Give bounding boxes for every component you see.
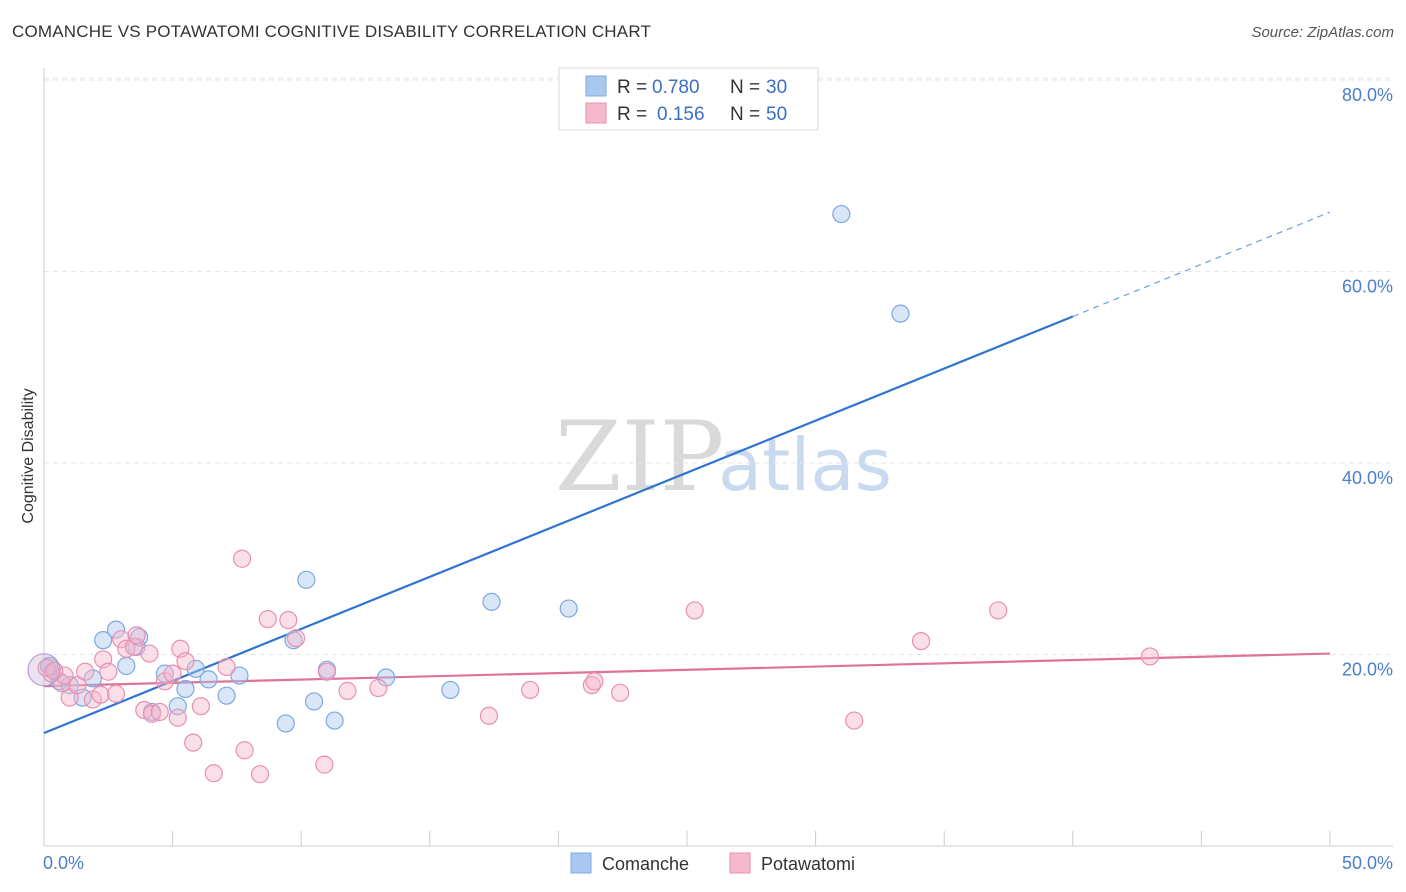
point-potawatomi-39 xyxy=(521,680,540,700)
point-potawatomi-35 xyxy=(317,662,337,681)
point-comanche-28 xyxy=(832,204,851,224)
point-comanche-9 xyxy=(130,628,149,647)
point-comanche-19 xyxy=(284,631,303,650)
y-tick-label-40: 40.0% xyxy=(1342,468,1393,488)
point-comanche-11 xyxy=(155,664,174,683)
y-tick-labels: 20.0% 40.0% 60.0% 80.0% xyxy=(1342,85,1393,680)
point-comanche-14 xyxy=(186,659,205,678)
watermark-atlas: atlas xyxy=(718,423,892,507)
bottom-legend-label-potawatomi: Potawatomi xyxy=(761,854,855,874)
bottom-legend: Comanche Potawatomi xyxy=(570,852,855,874)
point-potawatomi-13 xyxy=(124,637,144,656)
point-comanche-17 xyxy=(230,666,249,685)
x-tick-label-max: 50.0% xyxy=(1342,853,1393,873)
y-tick-label-80: 80.0% xyxy=(1342,85,1393,105)
grid-lines xyxy=(44,77,1393,655)
point-comanche-16 xyxy=(217,686,236,705)
point-potawatomi-27 xyxy=(217,657,236,677)
point-potawatomi-16 xyxy=(140,644,159,663)
point-potawatomi-42 xyxy=(611,683,630,702)
data-points xyxy=(27,204,1160,784)
point-potawatomi-18 xyxy=(150,702,169,722)
y-tick-label-60: 60.0% xyxy=(1342,277,1393,297)
point-potawatomi-32 xyxy=(279,610,298,630)
point-comanche-29 xyxy=(891,304,910,323)
watermark-zip: ZIP xyxy=(555,401,724,513)
point-potawatomi-45 xyxy=(911,631,931,651)
point-cluster-origin xyxy=(27,653,61,687)
point-potawatomi-49 xyxy=(45,661,64,680)
point-comanche-6 xyxy=(106,620,126,639)
point-comanche-26 xyxy=(482,592,501,611)
point-potawatomi-31 xyxy=(258,609,277,629)
point-comanche-15 xyxy=(199,670,218,689)
point-potawatomi-26 xyxy=(204,764,223,783)
point-potawatomi-47 xyxy=(1140,647,1160,666)
point-potawatomi-33 xyxy=(286,629,306,648)
trend-line-potawatomi xyxy=(43,652,1331,688)
axes xyxy=(43,68,1393,847)
point-potawatomi-44 xyxy=(845,711,864,730)
point-potawatomi-20 xyxy=(163,664,182,683)
legend-r-value-potawatomi: 0.156 xyxy=(657,104,705,125)
legend-r-value-comanche: 0.780 xyxy=(652,77,700,98)
legend-n-value-comanche: 30 xyxy=(766,77,787,98)
point-comanche-18 xyxy=(276,714,295,733)
point-potawatomi-34 xyxy=(315,755,334,774)
point-comanche-23 xyxy=(325,711,344,730)
point-comanche-21 xyxy=(304,692,324,711)
bottom-legend-label-comanche: Comanche xyxy=(602,854,689,874)
y-tick-label-20: 20.0% xyxy=(1342,660,1393,680)
x-tick-label-min: 0.0% xyxy=(43,853,84,873)
point-potawatomi-10 xyxy=(106,684,126,703)
legend-n-value-potawatomi: 50 xyxy=(766,104,787,125)
y-axis-title: Cognitive Disability xyxy=(20,388,37,523)
point-potawatomi-29 xyxy=(235,741,254,760)
point-potawatomi-30 xyxy=(250,765,270,784)
legend-box: R = 0.780 N = 30 R = 0.156 N = 50 xyxy=(558,67,819,131)
legend-r-label-comanche: R = xyxy=(617,77,647,98)
point-comanche-25 xyxy=(441,680,460,700)
point-potawatomi-14 xyxy=(127,626,146,645)
legend-n-label-potawatomi: N = xyxy=(730,104,760,125)
point-potawatomi-9 xyxy=(99,662,118,681)
point-comanche-7 xyxy=(117,656,136,676)
point-potawatomi-21 xyxy=(168,708,187,727)
point-potawatomi-5 xyxy=(76,662,95,681)
point-comanche-13 xyxy=(176,679,195,699)
point-potawatomi-36 xyxy=(338,681,357,700)
point-potawatomi-23 xyxy=(176,652,195,671)
trend-lines xyxy=(43,211,1331,735)
point-potawatomi-24 xyxy=(184,733,203,752)
bottom-legend-swatch-comanche xyxy=(570,852,592,874)
source-label: Source: ZipAtlas.com xyxy=(1251,24,1394,41)
point-potawatomi-28 xyxy=(232,549,252,568)
point-potawatomi-46 xyxy=(989,601,1008,620)
point-comanche-5 xyxy=(94,631,113,650)
trend-line-comanche xyxy=(43,315,1074,735)
legend-swatch-potawatomi xyxy=(585,102,607,124)
point-potawatomi-19 xyxy=(155,672,174,691)
chart-title: COMANCHE VS POTAWATOMI COGNITIVE DISABIL… xyxy=(12,22,652,41)
point-potawatomi-7 xyxy=(91,685,110,704)
point-potawatomi-43 xyxy=(685,601,704,620)
legend-swatch-comanche xyxy=(585,75,607,97)
bottom-legend-swatch-potawatomi xyxy=(729,852,751,874)
point-comanche-27 xyxy=(559,599,578,618)
legend-n-label-comanche: N = xyxy=(730,77,760,98)
trend-line-comanche-extension xyxy=(1072,211,1331,318)
point-potawatomi-37 xyxy=(369,678,388,698)
point-potawatomi-4 xyxy=(68,676,87,695)
point-potawatomi-41 xyxy=(585,672,604,691)
legend-r-label-potawatomi: R = xyxy=(617,104,647,125)
point-potawatomi-25 xyxy=(191,697,210,716)
point-comanche-20 xyxy=(297,570,316,589)
point-potawatomi-38 xyxy=(479,706,499,725)
